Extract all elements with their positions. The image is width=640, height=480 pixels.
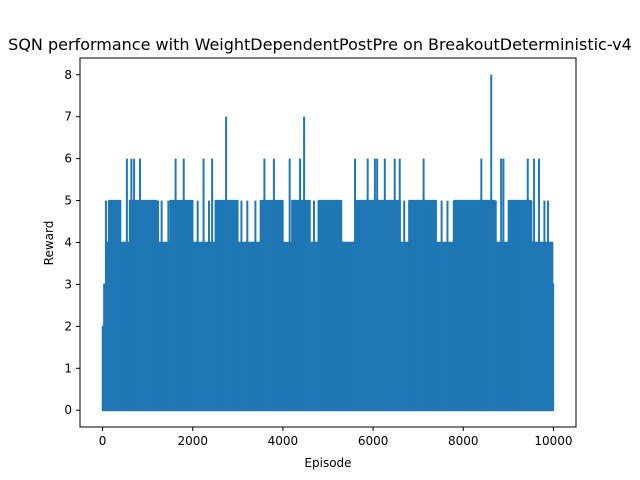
x-tick-label: 2000 [177, 434, 208, 448]
y-tick-label: 1 [64, 361, 72, 375]
series-layer [101, 74, 555, 412]
y-tick-label: 6 [64, 152, 72, 166]
chart-title: SQN performance with WeightDependentPost… [8, 35, 632, 54]
x-axis-ticks: 0 2000 4000 6000 8000 10000 [99, 427, 573, 448]
y-axis-ticks: 0 1 2 3 4 5 6 7 8 [64, 68, 80, 417]
plot-area: 0 2000 4000 6000 8000 10000 0 1 2 3 4 5 6 7 8 [64, 57, 577, 448]
y-tick-label: 7 [64, 110, 72, 124]
reward-band [101, 199, 555, 411]
x-tick-label: 0 [99, 434, 107, 448]
y-tick-label: 0 [64, 403, 72, 417]
y-axis-label: Reward [42, 221, 56, 266]
x-tick-label: 10000 [534, 434, 572, 448]
x-tick-label: 6000 [358, 434, 389, 448]
x-axis-label: Episode [304, 456, 351, 470]
axes-frame [79, 57, 577, 428]
y-tick-label: 3 [64, 277, 72, 291]
x-tick-label: 8000 [448, 434, 479, 448]
y-tick-label: 4 [64, 236, 72, 250]
x-tick-label: 4000 [268, 434, 299, 448]
y-tick-label: 2 [64, 319, 72, 333]
y-tick-label: 5 [64, 194, 72, 208]
y-tick-label: 8 [64, 68, 72, 82]
